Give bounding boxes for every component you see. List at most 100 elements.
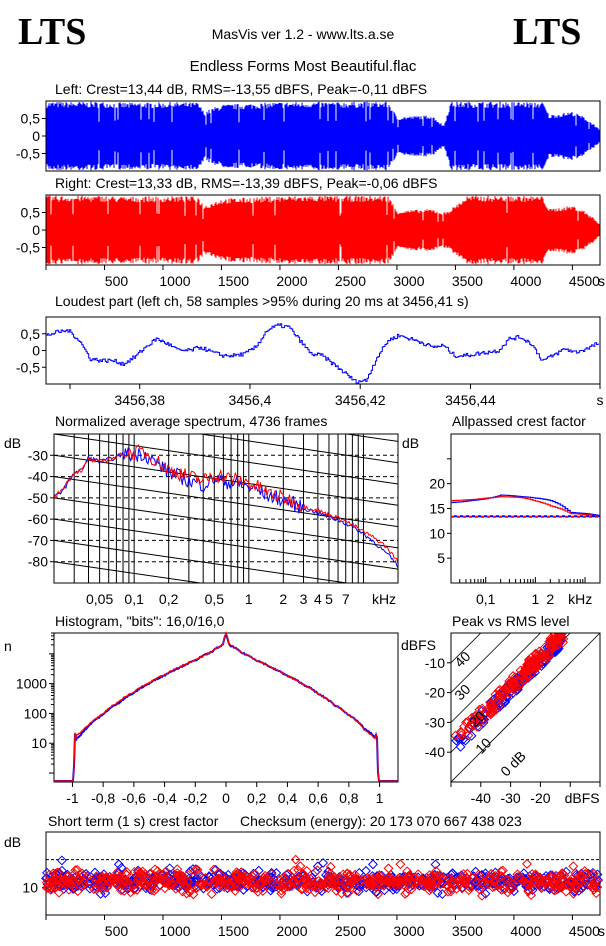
peak-rms-xtick-label: -20 bbox=[530, 790, 550, 806]
short-crest-point-left bbox=[56, 855, 67, 866]
histogram-ylabel: n bbox=[4, 638, 12, 654]
short-crest-xtick-label: 3500 bbox=[452, 923, 483, 939]
spectrum-title: Normalized average spectrum, 4736 frames bbox=[55, 413, 328, 429]
peak-rms-point-right bbox=[526, 655, 537, 666]
short-crest-point-right bbox=[165, 879, 176, 889]
short-crest-point-right bbox=[473, 872, 484, 883]
peak-rms-frame bbox=[450, 632, 601, 783]
short-crest-point-right bbox=[176, 875, 187, 886]
peak-rms-point-right bbox=[485, 699, 496, 710]
allpassed-frame bbox=[450, 433, 601, 584]
short-crest-point-right bbox=[193, 868, 204, 879]
peak-rms-point-right bbox=[461, 717, 471, 728]
short-crest-point-right bbox=[217, 876, 228, 887]
histogram-xtick-label: 0,8 bbox=[339, 790, 359, 806]
short-crest-point-right bbox=[351, 885, 362, 896]
histogram-xtick-label: 0,2 bbox=[247, 790, 267, 806]
short-crest-point-right bbox=[338, 869, 349, 880]
peak-rms-point-right bbox=[470, 711, 481, 722]
loudest-xtick-label: 3456,38 bbox=[114, 392, 165, 408]
short-crest-point-right bbox=[487, 882, 498, 893]
short-crest-point-left bbox=[361, 865, 371, 876]
short-crest-point-right bbox=[312, 865, 323, 876]
short-crest-point-right bbox=[342, 879, 353, 890]
spectrum-ytick-label: -50 bbox=[28, 490, 48, 506]
short-crest-point-right bbox=[373, 889, 383, 900]
short-crest-point-right bbox=[192, 882, 203, 893]
peak-rms-point-right bbox=[465, 720, 476, 731]
peak-rms-point-right bbox=[491, 704, 502, 715]
loudest-part-title: Loudest part (left ch, 58 samples >95% d… bbox=[55, 293, 469, 309]
short-crest-point-right bbox=[547, 870, 558, 881]
short-crest-point-right bbox=[216, 876, 226, 887]
short-crest-point-right bbox=[467, 872, 478, 883]
spectrum-xtick-label: 0,1 bbox=[124, 591, 144, 607]
right-waveform-ytick-label: 0 bbox=[32, 222, 40, 238]
short-crest-point-right bbox=[401, 887, 412, 898]
short-crest-point-right bbox=[579, 866, 590, 877]
short-crest-title: Short term (1 s) crest factor bbox=[48, 813, 219, 829]
histogram-frame bbox=[53, 632, 399, 783]
short-crest-point-right bbox=[151, 875, 162, 886]
short-crest-xtick-label: 500 bbox=[105, 923, 129, 939]
histogram-ytick-label: 1000 bbox=[16, 676, 47, 692]
peak-rms-point-right bbox=[558, 633, 569, 644]
short-crest-point-right bbox=[320, 882, 331, 893]
short-crest-point-right bbox=[209, 864, 219, 875]
short-crest-point-right bbox=[315, 877, 326, 888]
short-crest-point-right bbox=[78, 870, 89, 880]
short-crest-point-right bbox=[432, 870, 443, 881]
short-crest-point-left bbox=[271, 868, 282, 878]
short-crest-point-right bbox=[401, 875, 412, 886]
short-crest-point-right bbox=[453, 874, 464, 885]
peak-rms-crest-line bbox=[451, 633, 512, 694]
short-crest-point-right bbox=[325, 861, 336, 872]
loudest-xtick-label: 3456,42 bbox=[335, 392, 386, 408]
spectrum-slope-line bbox=[54, 454, 398, 506]
right-waveform-ytick-label: -0,5 bbox=[16, 240, 40, 256]
short-crest-point-right bbox=[301, 865, 312, 876]
spectrum-slope-line bbox=[54, 518, 398, 570]
spectrum-slope-line bbox=[54, 497, 398, 549]
short-crest-point-right bbox=[161, 874, 171, 885]
short-crest-point-right bbox=[109, 877, 120, 888]
left-waveform-ytick-label: 0 bbox=[32, 128, 40, 144]
short-crest-point-right bbox=[404, 870, 415, 881]
short-crest-point-right bbox=[383, 863, 394, 874]
short-crest-point-right bbox=[276, 888, 287, 899]
loudest-frame bbox=[45, 316, 601, 385]
short-crest-point-right bbox=[424, 870, 435, 881]
short-crest-point-right bbox=[282, 869, 293, 880]
histogram-series-left bbox=[54, 632, 398, 782]
loudest-xtick-label: 3456,4 bbox=[229, 392, 272, 408]
short-crest-point-right bbox=[135, 867, 146, 878]
short-crest-point-right bbox=[412, 876, 423, 886]
short-crest-point-right bbox=[58, 877, 68, 888]
short-crest-point-right bbox=[449, 877, 460, 888]
short-crest-point-right bbox=[554, 879, 565, 890]
short-crest-point-right bbox=[542, 878, 552, 889]
short-crest-point-right bbox=[129, 884, 140, 895]
short-crest-point-right bbox=[63, 884, 74, 895]
peak-rms-point-right bbox=[558, 622, 566, 630]
short-crest-point-right bbox=[522, 858, 532, 869]
short-crest-point-right bbox=[546, 872, 557, 883]
short-crest-point-left bbox=[432, 887, 443, 898]
histogram-title: Histogram, "bits": 16,0/16,0 bbox=[55, 613, 225, 629]
peak-rms-point-right bbox=[537, 651, 548, 662]
short-crest-ytick-label: 10 bbox=[22, 879, 38, 895]
short-crest-point-right bbox=[200, 873, 211, 884]
short-crest-points bbox=[41, 854, 604, 901]
short-crest-point-right bbox=[591, 888, 602, 899]
peak-rms-xtick-label: dBFS bbox=[565, 790, 600, 806]
short-crest-point-right bbox=[343, 887, 354, 898]
short-crest-point-right bbox=[457, 883, 468, 894]
allpassed-ytick-label: 5 bbox=[437, 550, 445, 566]
peak-rms-crest-label: 30 bbox=[451, 681, 473, 703]
checksum-label: Checksum (energy): 20 173 070 667 438 02… bbox=[240, 813, 522, 829]
short-crest-point-right bbox=[303, 874, 313, 885]
short-crest-point-right bbox=[51, 874, 62, 885]
short-crest-point-right bbox=[484, 872, 495, 883]
histogram-ytick-label: 100 bbox=[24, 705, 48, 721]
